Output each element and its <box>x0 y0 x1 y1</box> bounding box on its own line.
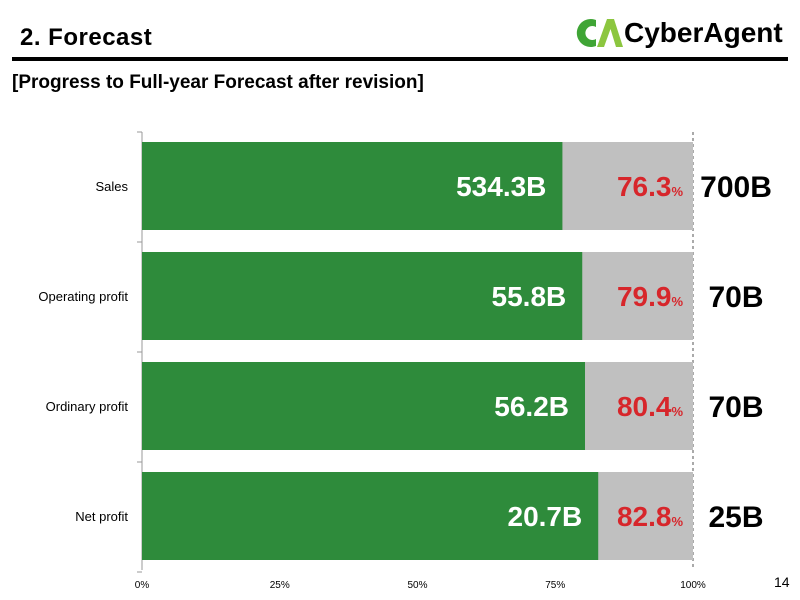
page-number: 14 <box>774 574 790 590</box>
x-tick-label: 75% <box>545 580 565 591</box>
bar-actual <box>142 142 563 230</box>
percent-label: 80.4% <box>617 391 684 422</box>
category-label: Ordinary profit <box>46 399 129 414</box>
forecast-value-label: 25B <box>708 501 763 534</box>
cyberagent-logo: CyberAgent <box>576 14 788 52</box>
percent-label: 79.9% <box>617 281 684 312</box>
title-underline <box>12 57 788 61</box>
page-title: 2. Forecast <box>20 24 153 51</box>
x-tick-label: 0% <box>135 580 150 591</box>
forecast-value-label: 70B <box>708 281 763 314</box>
x-tick-label: 50% <box>407 580 427 591</box>
category-label: Sales <box>95 179 128 194</box>
actual-value-label: 20.7B <box>508 501 583 532</box>
bar-actual <box>142 252 583 340</box>
percent-label: 76.3% <box>617 171 684 202</box>
chart-subtitle: [Progress to Full-year Forecast after re… <box>12 72 424 93</box>
category-label: Operating profit <box>38 289 128 304</box>
bar-actual <box>142 472 599 560</box>
ca-logo-icon <box>576 19 623 47</box>
x-tick-label: 100% <box>680 580 706 591</box>
x-tick-label: 25% <box>270 580 290 591</box>
actual-value-label: 534.3B <box>456 171 546 202</box>
forecast-value-label: 70B <box>708 391 763 424</box>
actual-value-label: 56.2B <box>494 391 569 422</box>
bar-actual <box>142 362 586 450</box>
actual-value-label: 55.8B <box>492 281 567 312</box>
forecast-value-label: 700B <box>700 171 772 204</box>
logo-text: CyberAgent <box>624 17 783 48</box>
percent-label: 82.8% <box>617 501 684 532</box>
category-label: Net profit <box>75 509 128 524</box>
